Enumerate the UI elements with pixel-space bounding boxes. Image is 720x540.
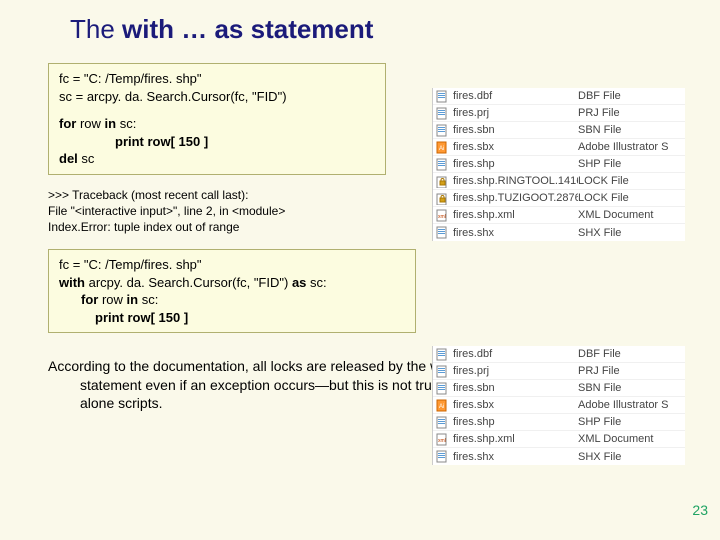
code-line: with arcpy. da. Search.Cursor(fc, "FID")… xyxy=(59,274,405,292)
file-name: fires.sbn xyxy=(453,382,578,394)
shp-file-icon xyxy=(436,158,449,171)
svg-text:Ai: Ai xyxy=(439,404,444,410)
code-block-2: fc = "C: /Temp/fires. shp" with arcpy. d… xyxy=(48,249,416,333)
file-row: Ai fires.sbxAdobe Illustrator S xyxy=(433,139,685,156)
code-line: print row[ 150 ] xyxy=(59,309,405,327)
file-type: DBF File xyxy=(578,348,685,360)
file-name: fires.sbx xyxy=(453,399,578,411)
lock-file-icon xyxy=(436,192,449,205)
shx-file-icon xyxy=(436,226,449,239)
file-type: SHX File xyxy=(578,451,685,463)
ai-file-icon: Ai xyxy=(436,399,449,412)
file-row: Ai fires.sbxAdobe Illustrator S xyxy=(433,397,685,414)
shx-file-icon xyxy=(436,450,449,463)
title-pre: The xyxy=(70,14,122,44)
title-bold: with … as statement xyxy=(122,14,373,44)
svg-text:Ai: Ai xyxy=(439,146,444,152)
file-type: PRJ File xyxy=(578,365,685,377)
file-row: fires.shxSHX File xyxy=(433,448,685,465)
shp-file-icon xyxy=(436,416,449,429)
code-line: del sc xyxy=(59,150,375,168)
file-type: Adobe Illustrator S xyxy=(578,141,685,153)
file-row: fires.prjPRJ File xyxy=(433,105,685,122)
file-row: fires.prjPRJ File xyxy=(433,363,685,380)
file-name: fires.shp xyxy=(453,158,578,170)
file-type: SHX File xyxy=(578,227,685,239)
file-name: fires.prj xyxy=(453,107,578,119)
file-row: fires.shxSHX File xyxy=(433,224,685,241)
file-row: fires.shpSHP File xyxy=(433,156,685,173)
xml-file-icon: xml xyxy=(436,209,449,222)
file-type: Adobe Illustrator S xyxy=(578,399,685,411)
svg-text:xml: xml xyxy=(438,214,446,220)
file-name: fires.shp.xml xyxy=(453,433,578,445)
sbn-file-icon xyxy=(436,124,449,137)
file-type: SBN File xyxy=(578,382,685,394)
file-type: LOCK File xyxy=(578,175,685,187)
sbn-file-icon xyxy=(436,382,449,395)
code-line: fc = "C: /Temp/fires. shp" xyxy=(59,70,375,88)
file-list-1: fires.dbfDBF Filefires.prjPRJ Filefires.… xyxy=(432,88,685,241)
file-name: fires.shx xyxy=(453,227,578,239)
file-row: xml fires.shp.xmlXML Document xyxy=(433,207,685,224)
page-number: 23 xyxy=(692,502,708,518)
code-line: for row in sc: xyxy=(59,115,375,133)
file-row: fires.shp.RINGTOOL.14164.6458.sr.lockLOC… xyxy=(433,173,685,190)
file-name: fires.shp.xml xyxy=(453,209,578,221)
file-type: XML Document xyxy=(578,433,685,445)
slide-title: The with … as statement xyxy=(0,0,720,45)
file-type: XML Document xyxy=(578,209,685,221)
file-row: fires.dbfDBF File xyxy=(433,88,685,105)
svg-text:xml: xml xyxy=(438,438,446,444)
code-block-1: fc = "C: /Temp/fires. shp" sc = arcpy. d… xyxy=(48,63,386,175)
file-row: xml fires.shp.xmlXML Document xyxy=(433,431,685,448)
file-name: fires.shp xyxy=(453,416,578,428)
code-line: for row in sc: xyxy=(59,291,405,309)
file-name: fires.dbf xyxy=(453,90,578,102)
file-type: PRJ File xyxy=(578,107,685,119)
file-row: fires.shp.TUZIGOOT.2876.rd.lockLOCK File xyxy=(433,190,685,207)
file-name: fires.shx xyxy=(453,451,578,463)
file-name: fires.sbn xyxy=(453,124,578,136)
dbf-file-icon xyxy=(436,348,449,361)
lock-file-icon xyxy=(436,175,449,188)
file-name: fires.sbx xyxy=(453,141,578,153)
file-list-2: fires.dbfDBF Filefires.prjPRJ Filefires.… xyxy=(432,346,685,465)
code-line: print row[ 150 ] xyxy=(59,133,375,151)
file-type: SHP File xyxy=(578,416,685,428)
file-name: fires.shp.TUZIGOOT.2876.rd.lock xyxy=(453,192,578,204)
prj-file-icon xyxy=(436,107,449,120)
file-name: fires.dbf xyxy=(453,348,578,360)
prj-file-icon xyxy=(436,365,449,378)
ai-file-icon: Ai xyxy=(436,141,449,154)
file-row: fires.sbnSBN File xyxy=(433,122,685,139)
code-line: fc = "C: /Temp/fires. shp" xyxy=(59,256,405,274)
file-type: LOCK File xyxy=(578,192,685,204)
dbf-file-icon xyxy=(436,90,449,103)
file-type: DBF File xyxy=(578,90,685,102)
file-name: fires.prj xyxy=(453,365,578,377)
file-row: fires.shpSHP File xyxy=(433,414,685,431)
caption-line: According to the documentation, all lock… xyxy=(48,358,455,374)
file-row: fires.sbnSBN File xyxy=(433,380,685,397)
file-name: fires.shp.RINGTOOL.14164.6458.sr.lock xyxy=(453,175,578,187)
xml-file-icon: xml xyxy=(436,433,449,446)
file-type: SBN File xyxy=(578,124,685,136)
code-line: sc = arcpy. da. Search.Cursor(fc, "FID") xyxy=(59,88,375,106)
file-row: fires.dbfDBF File xyxy=(433,346,685,363)
file-type: SHP File xyxy=(578,158,685,170)
